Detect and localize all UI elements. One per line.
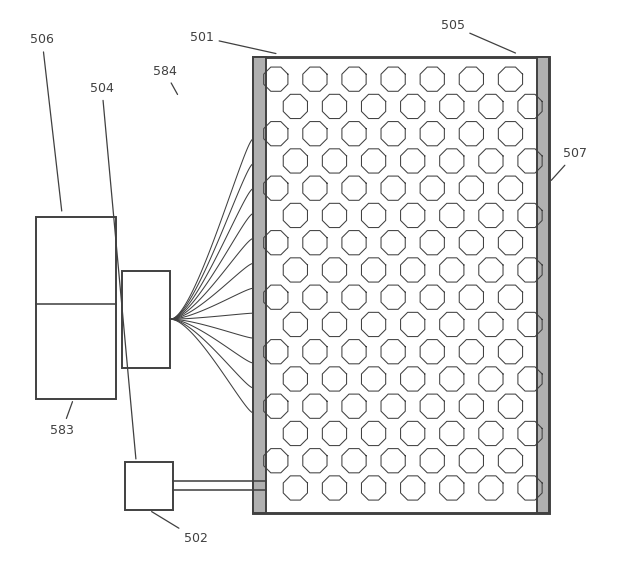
Text: 583: 583 <box>50 402 74 437</box>
Text: 506: 506 <box>30 34 62 211</box>
Text: 504: 504 <box>90 82 136 459</box>
Bar <box>253 57 265 513</box>
Text: 501: 501 <box>190 31 276 54</box>
Bar <box>537 57 549 513</box>
Text: 505: 505 <box>440 19 515 53</box>
Bar <box>125 462 173 510</box>
Bar <box>122 271 170 368</box>
Text: 507: 507 <box>551 148 587 180</box>
Bar <box>253 57 549 513</box>
Text: 502: 502 <box>152 512 208 545</box>
Bar <box>37 217 116 399</box>
Text: 584: 584 <box>153 65 177 95</box>
